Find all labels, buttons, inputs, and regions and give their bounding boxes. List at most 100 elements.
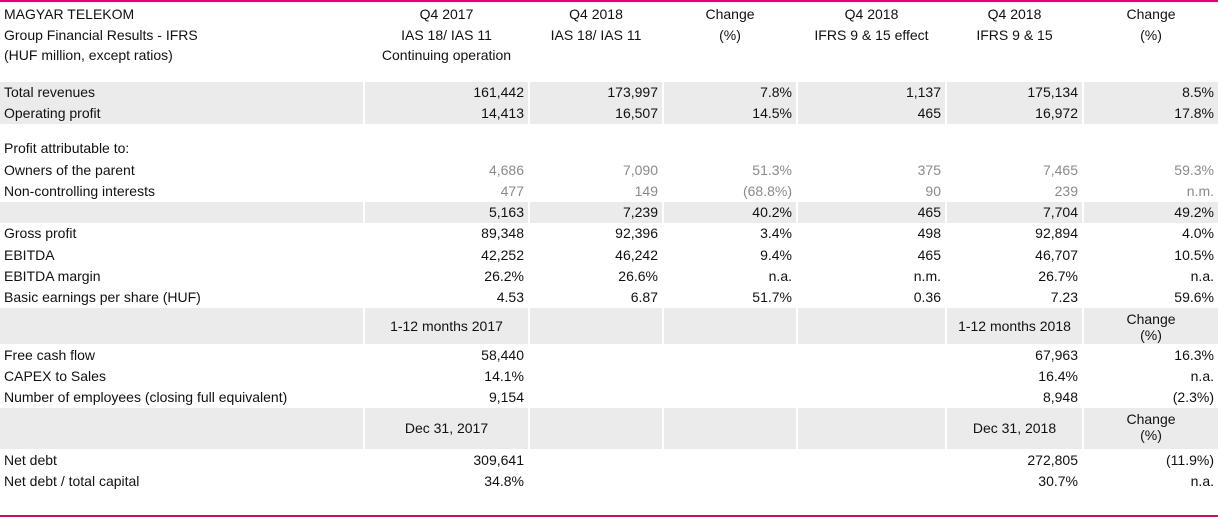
cell: 17.8% xyxy=(1082,102,1218,125)
cell: 49.2% xyxy=(1082,201,1218,224)
cell: 59.6% xyxy=(1082,287,1218,309)
cell: (68.8%) xyxy=(662,180,797,202)
table-row: Total revenues 161,442 173,997 7.8% 1,13… xyxy=(0,81,1218,103)
report-title: MAGYAR TELEKOM xyxy=(4,6,135,22)
cell: 92,396 xyxy=(528,223,663,245)
cell: 7,090 xyxy=(528,159,663,181)
table-row: Basic earnings per share (HUF) 4.53 6.87… xyxy=(0,287,1218,309)
cell: 26.6% xyxy=(528,265,663,288)
cell: 7,465 xyxy=(945,159,1083,181)
col-header-q4-2018-ias: Q4 2018 xyxy=(528,4,663,25)
cell: 89,348 xyxy=(363,223,529,245)
top-rule xyxy=(0,0,1218,2)
cell: 6.87 xyxy=(528,287,663,309)
col-subheader-4: IFRS 9 & 15 effect xyxy=(796,24,946,45)
cell: 8.5% xyxy=(1082,81,1218,103)
cell: 16,972 xyxy=(945,102,1083,125)
cell: 149 xyxy=(528,180,663,202)
table-row: Operating profit 14,413 16,507 14.5% 465… xyxy=(0,102,1218,125)
cell: 7.23 xyxy=(945,287,1083,309)
report-subtitle: Group Financial Results - IFRS xyxy=(4,26,198,43)
cell: 4.0% xyxy=(1082,223,1218,245)
cell: 465 xyxy=(796,244,946,266)
cell: 465 xyxy=(796,102,946,125)
cell: 7,239 xyxy=(528,201,663,224)
cell: 46,242 xyxy=(528,244,663,266)
subheader-balance: Dec 31, 2017 Dec 31, 2018 Change (%) xyxy=(0,408,1218,450)
cell: 239 xyxy=(945,180,1083,202)
row-label xyxy=(0,201,364,224)
cell: 16.3% xyxy=(1082,344,1218,366)
row-label: EBITDA margin xyxy=(4,268,101,285)
cell: n.a. xyxy=(662,265,797,288)
row-label: Gross profit xyxy=(4,225,77,242)
cell: 26.2% xyxy=(363,265,529,288)
cell: 161,442 xyxy=(363,81,529,103)
table-row: Gross profit 89,348 92,396 3.4% 498 92,8… xyxy=(0,223,1218,245)
cell: 1,137 xyxy=(796,81,946,103)
table-row: Net debt / total capital 34.8% 30.7% n.a… xyxy=(0,470,1218,492)
cell: 375 xyxy=(796,159,946,181)
header-row-2: Group Financial Results - IFRS IAS 18/ I… xyxy=(0,24,1218,45)
cell: n.m. xyxy=(796,265,946,288)
cell: 92,894 xyxy=(945,223,1083,245)
cell: 9.4% xyxy=(662,244,797,266)
bottom-rule xyxy=(0,515,1218,517)
subheader-change: Change (%) xyxy=(1082,408,1218,450)
cell: 46,707 xyxy=(945,244,1083,266)
row-label: Net debt xyxy=(4,451,57,468)
row-label: Free cash flow xyxy=(4,346,96,363)
row-label: Non-controlling interests xyxy=(4,182,155,199)
cell: n.a. xyxy=(1082,470,1218,492)
cell: 0.36 xyxy=(796,287,946,309)
subheader-2017: 1-12 months 2017 xyxy=(363,308,529,345)
table-row: Free cash flow 58,440 67,963 16.3% xyxy=(0,344,1218,366)
col-subheader-continuing: Continuing operation xyxy=(363,45,529,66)
cell: 5,163 xyxy=(363,201,529,224)
col-subheader-1: IAS 18/ IAS 11 xyxy=(363,24,529,45)
col-header-change-1: Change xyxy=(662,4,797,25)
row-label: EBITDA xyxy=(4,246,55,263)
table-row: EBITDA margin 26.2% 26.6% n.a. n.m. 26.7… xyxy=(0,265,1218,288)
cell: 26.7% xyxy=(945,265,1083,288)
results-grid: MAGYAR TELEKOM Q4 2017 Q4 2018 Change Q4… xyxy=(0,4,1218,492)
header-row-3: (HUF million, except ratios) Continuing … xyxy=(0,45,1218,66)
table-row: EBITDA 42,252 46,242 9.4% 465 46,707 10.… xyxy=(0,244,1218,266)
cell: 67,963 xyxy=(945,344,1083,366)
row-label: Number of employees (closing full equiva… xyxy=(4,389,288,406)
col-header-change-2: Change xyxy=(1082,4,1218,25)
cell: 465 xyxy=(796,201,946,224)
subheader-change: Change (%) xyxy=(1082,308,1218,345)
cell: 4,686 xyxy=(363,159,529,181)
row-label: Total revenues xyxy=(0,81,364,103)
cell: 7.8% xyxy=(662,81,797,103)
table-row: Profit attributable to: xyxy=(0,138,1218,160)
cell: 16.4% xyxy=(945,365,1083,388)
cell: 59.3% xyxy=(1082,159,1218,181)
cell: 9,154 xyxy=(363,387,529,409)
cell: 14,413 xyxy=(363,102,529,125)
cell: 309,641 xyxy=(363,449,529,471)
cell: 30.7% xyxy=(945,470,1083,492)
col-subheader-2: IAS 18/ IAS 11 xyxy=(528,24,663,45)
cell: 7,704 xyxy=(945,201,1083,224)
cell: 16,507 xyxy=(528,102,663,125)
header-row-1: MAGYAR TELEKOM Q4 2017 Q4 2018 Change Q4… xyxy=(0,4,1218,25)
cell: 90 xyxy=(796,180,946,202)
table-row: Number of employees (closing full equiva… xyxy=(0,387,1218,409)
cell: 498 xyxy=(796,223,946,245)
cell: 40.2% xyxy=(662,201,797,224)
table-row: Owners of the parent 4,686 7,090 51.3% 3… xyxy=(0,159,1218,181)
cell: 51.3% xyxy=(662,159,797,181)
cell: (2.3%) xyxy=(1082,387,1218,409)
col-header-q4-2018-ifrs: Q4 2018 xyxy=(945,4,1083,25)
cell: 173,997 xyxy=(528,81,663,103)
col-header-q4-2017: Q4 2017 xyxy=(363,4,529,25)
col-header-ifrs-effect: Q4 2018 xyxy=(796,4,946,25)
subheader-dec-2018: Dec 31, 2018 xyxy=(945,408,1083,450)
table-row: 5,163 7,239 40.2% 465 7,704 49.2% xyxy=(0,201,1218,224)
row-label: CAPEX to Sales xyxy=(4,367,106,384)
subheader-dec-2017: Dec 31, 2017 xyxy=(363,408,529,450)
cell: 175,134 xyxy=(945,81,1083,103)
cell: 4.53 xyxy=(363,287,529,309)
